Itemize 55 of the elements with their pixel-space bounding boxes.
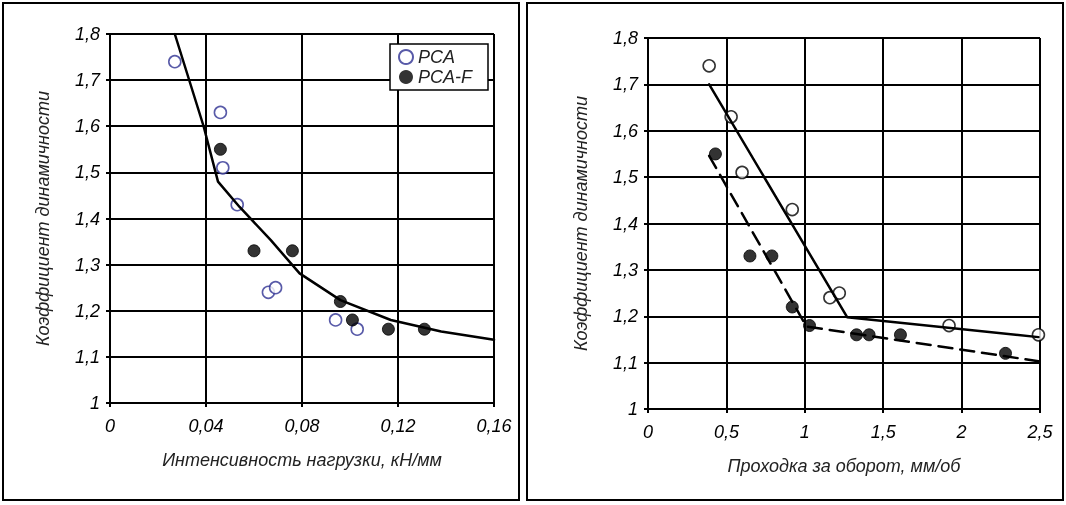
y-tick-label: 1,1 — [612, 352, 638, 373]
point — [708, 147, 722, 161]
point — [247, 244, 261, 258]
x-tick-label: 0,5 — [713, 422, 740, 442]
point — [168, 54, 182, 69]
x-tick-label: 1 — [799, 422, 810, 442]
y-tick-label: 1,3 — [612, 259, 638, 280]
point — [381, 322, 395, 336]
point — [743, 249, 757, 263]
x-axis-title: Проходка за оборот, мм/об — [727, 456, 962, 476]
y-tick-label: 1,8 — [74, 24, 100, 44]
point — [999, 346, 1012, 360]
point — [213, 105, 228, 120]
x-tick-label: 2,5 — [1026, 422, 1054, 442]
point — [702, 59, 716, 73]
y-axis-title: Коэффициент динамичности — [33, 90, 53, 347]
y-tick-label: 1,4 — [612, 213, 638, 234]
x-tick-label: 0,12 — [380, 416, 416, 436]
y-tick-label: 1,8 — [612, 28, 638, 48]
point — [345, 313, 359, 327]
y-tick-label: 1 — [627, 399, 638, 419]
point — [765, 249, 779, 263]
y-tick-label: 1,6 — [74, 116, 101, 137]
y-tick-label: 1,1 — [74, 346, 100, 367]
point — [735, 165, 749, 180]
y-tick-label: 1,2 — [612, 306, 638, 327]
x-tick-label: 0,08 — [284, 416, 320, 436]
legend-label: PCA — [418, 47, 456, 67]
y-tick-label: 1,4 — [74, 208, 100, 229]
x-tick-label: 0,16 — [476, 416, 513, 436]
y-tick-label: 1,2 — [74, 300, 100, 321]
y-tick-label: 1,7 — [612, 74, 639, 95]
y-tick-label: 1,5 — [74, 162, 101, 183]
point — [216, 160, 230, 175]
x-axis-title: Интенсивность нагрузки, кН/мм — [162, 450, 442, 470]
point — [285, 244, 299, 258]
legend-label: PCA-F — [418, 67, 473, 87]
x-tick-label: 0 — [104, 416, 116, 436]
point — [328, 313, 343, 327]
x-tick-label: 2 — [955, 422, 967, 442]
point — [785, 202, 800, 217]
y-tick-label: 1,6 — [612, 120, 639, 141]
x-tick-label: 0,04 — [188, 416, 224, 436]
point — [785, 300, 799, 314]
x-tick-label: 0 — [642, 422, 654, 442]
point — [862, 328, 876, 342]
y-tick-label: 1 — [89, 393, 100, 413]
y-tick-label: 1,5 — [612, 167, 639, 188]
y-tick-label: 1,3 — [74, 254, 100, 275]
y-axis-title: Коэффициент динамичности — [571, 95, 591, 352]
point — [268, 280, 283, 295]
point — [893, 328, 907, 342]
x-tick-label: 1,5 — [870, 422, 897, 442]
point — [213, 142, 227, 156]
y-tick-label: 1,7 — [74, 70, 101, 91]
